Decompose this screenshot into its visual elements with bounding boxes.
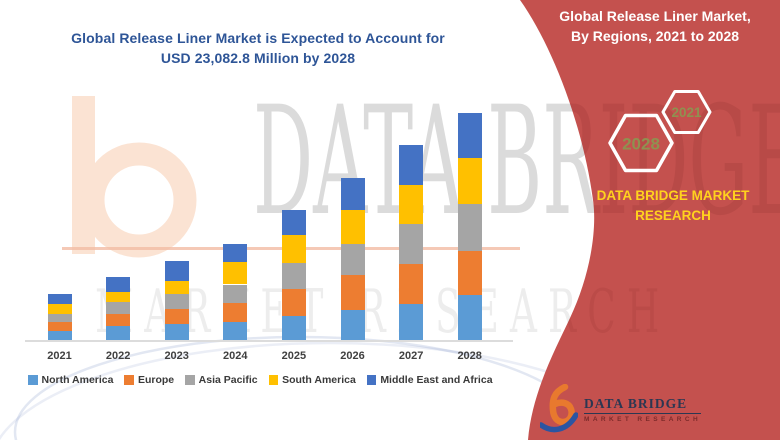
bar-segment-south-america — [281, 235, 306, 264]
hexagon-2021-label: 2021 — [671, 105, 702, 120]
x-axis-label: 2026 — [340, 350, 365, 362]
bar-segment-north-america — [164, 324, 189, 341]
legend-label: Europe — [137, 374, 175, 386]
bar-segment-asia-pacific — [340, 243, 365, 276]
x-axis-label: 2028 — [457, 350, 482, 362]
legend-label: Middle East and Africa — [380, 374, 493, 386]
bar-segment-asia-pacific — [399, 223, 424, 264]
bar-segment-north-america — [106, 325, 131, 341]
chart-title-line1: Global Release Liner Market is Expected … — [71, 30, 445, 46]
bar-segment-middle-east-and-africa — [106, 276, 131, 292]
bar-segment-europe — [106, 314, 131, 326]
legend-swatch-icon — [366, 375, 377, 385]
legend-item-middle-east-and-africa: Middle East and Africa — [366, 374, 493, 386]
chart-title-line2: USD 23,082.8 Million by 2028 — [160, 50, 356, 67]
brand-text-line2: RESEARCH — [635, 208, 711, 224]
bar-segment-europe — [457, 250, 482, 296]
bar-segment-europe — [340, 275, 365, 311]
watermark-swoosh-icon — [0, 341, 663, 440]
bar-segment-middle-east-and-africa — [399, 145, 424, 186]
x-axis-label: 2023 — [164, 350, 189, 362]
bar-segment-middle-east-and-africa — [223, 244, 248, 263]
legend-label: North America — [41, 374, 114, 386]
legend-swatch-icon — [28, 375, 38, 385]
bar-segment-north-america — [281, 316, 306, 341]
x-axis-label: 2022 — [105, 350, 131, 362]
bar-segment-asia-pacific — [47, 314, 72, 323]
legend-swatch-icon — [124, 375, 134, 385]
bar-segment-europe — [399, 263, 424, 304]
legend-item-europe: Europe — [124, 374, 174, 386]
bar-segment-south-america — [223, 262, 248, 285]
right-panel-title-line1: Global Release Liner Market, — [559, 8, 751, 24]
bar-segment-north-america — [457, 295, 482, 341]
logo-name: DATA BRIDGE — [584, 395, 688, 411]
logo-b-mark-icon — [540, 384, 578, 433]
bar-segment-middle-east-and-africa — [457, 113, 482, 159]
bar-segment-middle-east-and-africa — [281, 210, 306, 236]
chart-legend: North America Europe Asia Pacific South Ame… — [28, 374, 493, 386]
bar-segment-south-america — [47, 304, 72, 315]
legend-item-asia-pacific: Asia Pacific — [185, 374, 258, 386]
logo-tagline: MARKET RESEARCH — [584, 415, 702, 423]
bar-segment-asia-pacific — [457, 204, 482, 251]
logo-b-watermark-bowl-icon — [81, 142, 197, 258]
bar-segment-asia-pacific — [164, 294, 189, 309]
brand-text: DATA BRIDGE MARKET RESEARCH — [545, 186, 780, 227]
bar-segment-north-america — [47, 331, 72, 341]
brand-text-line1: DATA BRIDGE MARKET — [596, 188, 750, 203]
hexagon-2028-label: 2028 — [622, 135, 660, 154]
bar-segment-middle-east-and-africa — [340, 178, 365, 211]
x-axis-label: 2024 — [223, 350, 248, 362]
bar-segment-europe — [281, 288, 306, 317]
bar-segment-north-america — [223, 321, 248, 341]
bar-segment-south-america — [399, 185, 424, 224]
bar-segment-asia-pacific — [106, 302, 131, 315]
bar-segment-north-america — [340, 310, 365, 341]
bar-segment-south-america — [106, 291, 131, 303]
data-bridge-logo: DATA BRIDGE MARKET RESEARCH — [540, 384, 702, 434]
logo-rule — [584, 412, 702, 414]
legend-item-north-america: North America — [28, 374, 113, 386]
x-axis-label: 2025 — [281, 350, 307, 362]
bar-segment-asia-pacific — [281, 263, 306, 289]
bar-segment-europe — [223, 303, 248, 322]
year-hexagons: 2028 2021 — [608, 90, 712, 173]
x-axis-label: 2027 — [398, 350, 424, 362]
bar-segment-middle-east-and-africa — [164, 260, 189, 281]
legend-swatch-icon — [185, 375, 195, 385]
bar-segment-europe — [164, 308, 189, 325]
bar-segment-middle-east-and-africa — [47, 294, 72, 305]
legend-label: South America — [282, 374, 356, 386]
bar-segment-asia-pacific — [223, 284, 248, 304]
chart-title: Global Release Liner Market is Expected … — [32, 28, 484, 69]
legend-item-south-america: South America — [268, 374, 356, 386]
x-axis-line — [25, 340, 513, 342]
bar-segment-south-america — [340, 210, 365, 244]
legend-label: Asia Pacific — [198, 374, 258, 386]
bar-segment-north-america — [399, 303, 424, 341]
right-panel-title: Global Release Liner Market, By Regions,… — [532, 7, 778, 46]
logo-b-stroke — [549, 384, 575, 426]
legend-swatch-icon — [268, 375, 279, 385]
bar-segment-south-america — [164, 280, 189, 295]
x-axis-label: 2021 — [47, 350, 72, 362]
bar-segment-europe — [47, 322, 72, 331]
bar-segment-south-america — [457, 158, 482, 205]
right-panel-title-line2: By Regions, 2021 to 2028 — [570, 27, 740, 44]
